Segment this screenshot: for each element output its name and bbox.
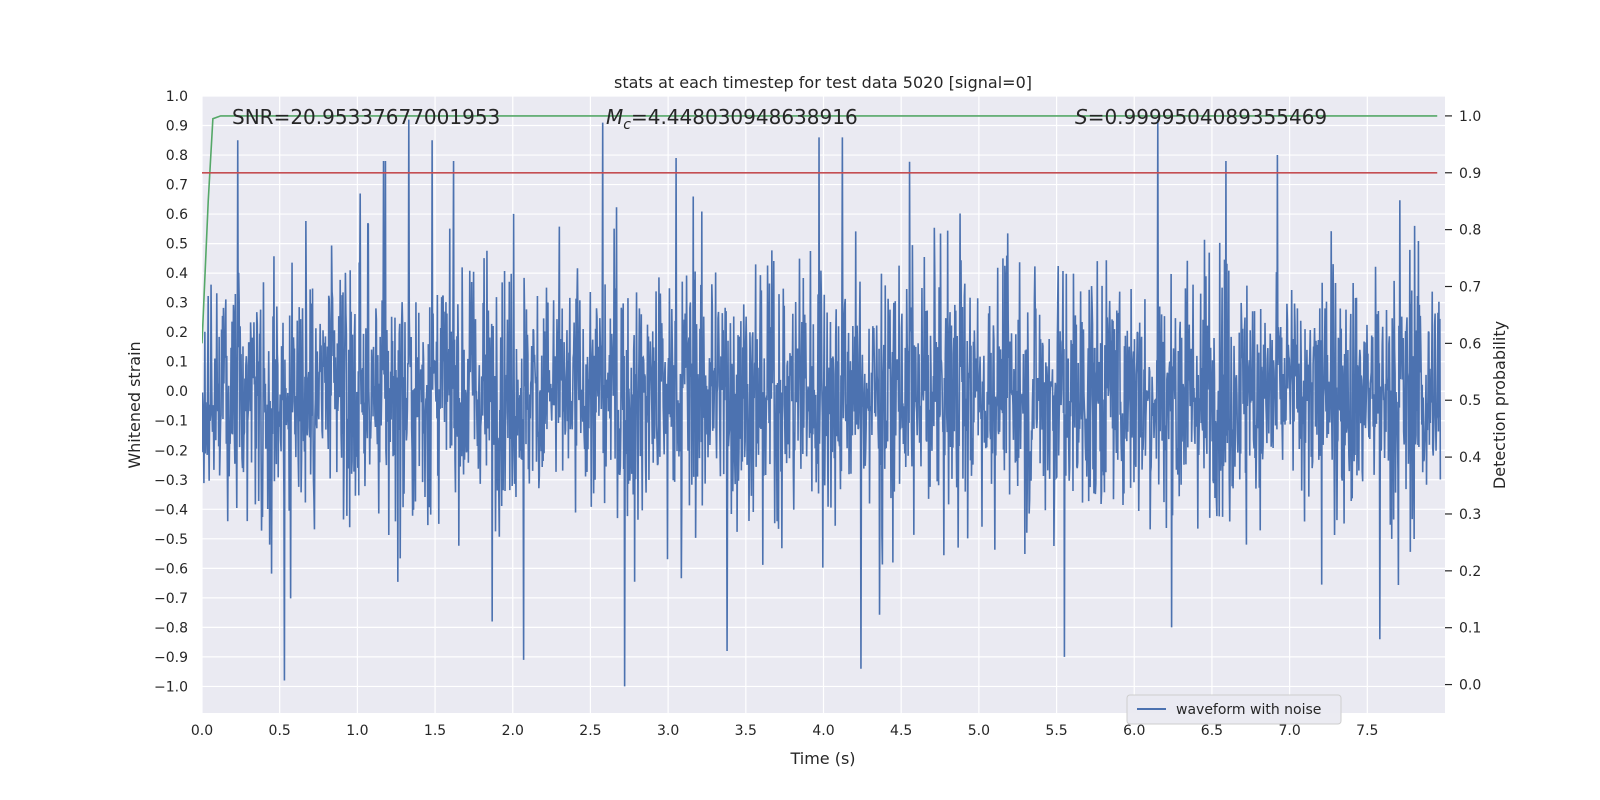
- right-y-tick-label: 0.8: [1459, 223, 1481, 239]
- y-tick-label: −0.1: [154, 414, 188, 430]
- y-axis-ticks: 1.0 0.9 0.8 0.7 0.6 0.5 0.4 0.3 0.2 0.1 0.0 −0.1 −0.…: [154, 89, 188, 695]
- x-tick-label: 2.5: [579, 723, 601, 739]
- y-tick-label: 0.2: [166, 325, 188, 341]
- y-tick-label: 0.3: [166, 296, 188, 312]
- x-tick-label: 1.0: [346, 723, 368, 739]
- snr-value: =20.95337677001953: [274, 105, 501, 129]
- right-y-tick-label: 0.5: [1459, 393, 1481, 409]
- y-tick-label: −1.0: [154, 679, 188, 695]
- right-y-axis-label: Detection probability: [1490, 321, 1509, 489]
- x-axis-label: Time (s): [789, 749, 855, 768]
- mc-subscript: c: [623, 117, 631, 133]
- y-tick-label: 0.8: [166, 148, 188, 164]
- x-tick-label: 4.5: [890, 723, 912, 739]
- right-y-tick-label: 0.9: [1459, 166, 1481, 182]
- y-tick-label: −0.3: [154, 473, 188, 489]
- y-tick-label: −0.5: [154, 532, 188, 548]
- x-tick-label: 3.5: [735, 723, 757, 739]
- x-tick-label: 2.0: [502, 723, 524, 739]
- right-y-tick-label: 0.0: [1459, 678, 1481, 694]
- snr-annotation: SNR=20.95337677001953: [232, 105, 500, 129]
- y-tick-label: 0.1: [166, 355, 188, 371]
- y-tick-label: 1.0: [166, 89, 188, 105]
- probability-series: [202, 115, 1438, 344]
- x-tick-label: 7.5: [1356, 723, 1378, 739]
- y-axis-label: Whitened strain: [125, 341, 144, 468]
- x-tick-label: 6.5: [1201, 723, 1223, 739]
- right-y-tick-label: 0.2: [1459, 564, 1481, 580]
- waveform-series: [202, 119, 1442, 687]
- y-tick-label: 0.9: [166, 119, 188, 135]
- detection-statistic-annotation: S=0.9999504089355469: [1075, 105, 1327, 129]
- right-y-tick-label: 0.1: [1459, 621, 1481, 637]
- y-tick-label: 0.6: [166, 207, 188, 223]
- mc-symbol: M: [606, 105, 623, 129]
- x-tick-label: 4.0: [812, 723, 834, 739]
- detection-probability-line: [202, 115, 1438, 344]
- legend: waveform with noise: [1126, 694, 1342, 725]
- chirp-mass-annotation: Mc=4.448030948638916: [606, 105, 858, 133]
- right-y-axis-ticks: 1.0 0.9 0.8 0.7 0.6 0.5 0.4 0.3 0.2 0.1 0.0: [1445, 109, 1481, 694]
- x-axis-ticks: 0.0 0.5 1.0 1.5 2.0 2.5 3.0 3.5 4.0 4.5 5.0 5.5 6.0 6…: [191, 723, 1379, 739]
- x-tick-label: 7.0: [1278, 723, 1300, 739]
- x-tick-label: 1.5: [424, 723, 446, 739]
- legend-entry-waveform: waveform with noise: [1176, 702, 1321, 718]
- y-tick-label: −0.9: [154, 650, 188, 666]
- chart-title: stats at each timestep for test data 502…: [614, 73, 1032, 92]
- y-tick-label: −0.2: [154, 443, 188, 459]
- right-y-tick-label: 0.3: [1459, 507, 1481, 523]
- x-tick-label: 5.0: [968, 723, 990, 739]
- mc-value: =4.448030948638916: [631, 105, 858, 129]
- waveform-line: [202, 119, 1442, 687]
- x-tick-label: 6.0: [1123, 723, 1145, 739]
- y-tick-label: 0.4: [166, 266, 188, 282]
- y-tick-label: 0.5: [166, 237, 188, 253]
- y-tick-label: −0.8: [154, 620, 188, 636]
- legend-box: [1126, 694, 1342, 725]
- s-value: =0.9999504089355469: [1088, 105, 1327, 129]
- snr-label: SNR: [232, 105, 274, 129]
- y-tick-label: −0.6: [154, 561, 188, 577]
- x-tick-label: 5.5: [1045, 723, 1067, 739]
- x-tick-label: 0.5: [269, 723, 291, 739]
- right-y-tick-label: 0.4: [1459, 450, 1481, 466]
- y-tick-label: −0.4: [154, 502, 188, 518]
- right-y-tick-label: 1.0: [1459, 109, 1481, 125]
- x-tick-label: 3.0: [657, 723, 679, 739]
- right-y-tick-label: 0.6: [1459, 336, 1481, 352]
- y-tick-label: 0.7: [166, 178, 188, 194]
- y-tick-label: 0.0: [166, 384, 188, 400]
- s-symbol: S: [1075, 105, 1088, 129]
- right-y-tick-label: 0.7: [1459, 280, 1481, 296]
- y-tick-label: −0.7: [154, 591, 188, 607]
- x-tick-label: 0.0: [191, 723, 213, 739]
